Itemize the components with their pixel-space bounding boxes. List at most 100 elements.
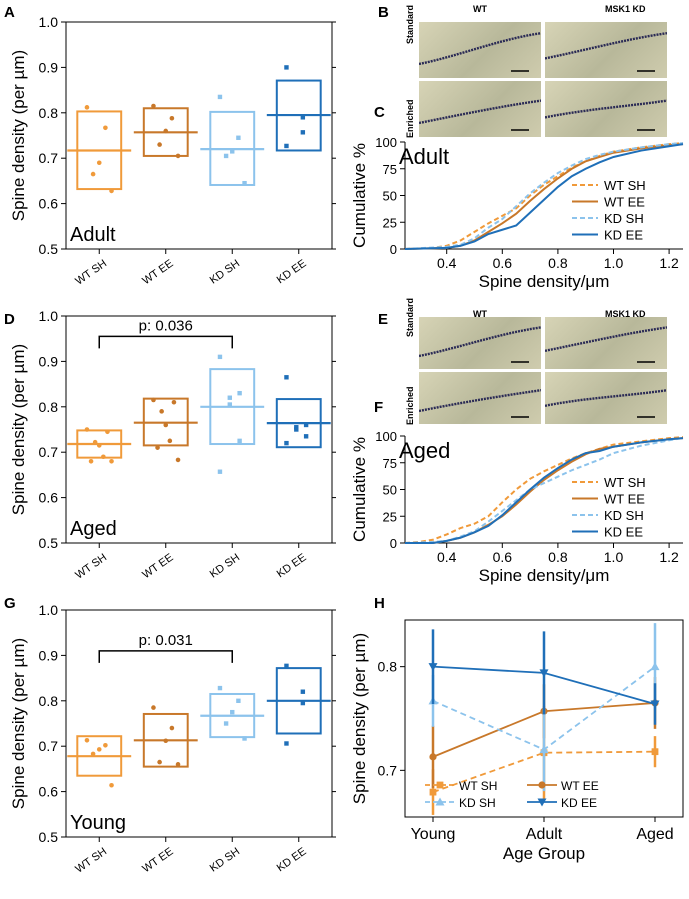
x-tick-label: 0.8 — [548, 549, 568, 565]
data-point — [303, 434, 309, 439]
data-point — [237, 438, 242, 444]
data-point — [428, 663, 438, 672]
micro-images-E: WT MSK1 KD Standard Enriched — [405, 298, 689, 435]
panel-label-A: A — [4, 4, 15, 21]
data-point — [169, 725, 175, 731]
y-tick-label: 0 — [390, 536, 397, 551]
data-point — [217, 469, 223, 474]
dendrite — [419, 99, 541, 125]
data-point — [167, 438, 173, 444]
data-point — [217, 354, 223, 360]
x-tick-label: WT SH — [73, 846, 109, 876]
significance-bracket — [98, 335, 233, 349]
legend-marker-3 — [537, 798, 547, 807]
data-point — [429, 788, 437, 796]
legend-label-0: WT SH — [604, 178, 646, 193]
x-tick-label: KD EE — [275, 846, 309, 875]
panel-label-G: G — [4, 595, 16, 612]
data-point — [157, 142, 162, 147]
y-tick-label: 1.0 — [39, 14, 59, 30]
series-line-2 — [404, 142, 684, 250]
plot-frame — [65, 21, 333, 250]
data-point — [96, 160, 102, 166]
x-tick-label: 0.6 — [493, 255, 513, 271]
data-point — [90, 751, 96, 757]
y-tick-label: 0.5 — [39, 829, 59, 845]
col-header-kd: MSK1 KD — [605, 309, 646, 319]
row-header-standard: Standard — [405, 4, 415, 44]
data-point — [303, 422, 309, 428]
y-tick-label: 0 — [390, 242, 397, 257]
y-axis-label: Cumulative % — [350, 437, 369, 542]
data-point — [159, 409, 164, 414]
dendrite-drawing — [545, 99, 667, 131]
legend-label-0: WT SH — [459, 779, 497, 793]
chart-D: 0.5 0.6 0.7 0.8 0.9 1.0 WT SH WT EE KD SH KD EE Sp… — [9, 308, 336, 582]
data-point — [84, 427, 90, 432]
y-tick-label: 25 — [383, 215, 397, 230]
panel-annotation: Adult — [399, 144, 449, 169]
data-point — [217, 685, 223, 691]
x-tick-label: WT EE — [140, 846, 175, 876]
data-point — [237, 390, 242, 396]
dendrite — [545, 326, 667, 352]
legend-marker-0 — [436, 781, 444, 789]
row-header-enriched: Enriched — [405, 386, 415, 425]
x-tick-label: 0.4 — [437, 549, 457, 565]
significance-bracket — [98, 650, 233, 663]
data-point — [96, 443, 102, 448]
dendrite-drawing — [419, 32, 541, 72]
x-tick-label: 1.0 — [604, 255, 624, 271]
series-line-0 — [404, 436, 684, 544]
y-tick-label: 0.8 — [378, 659, 398, 675]
y-tick-label: 0.5 — [39, 535, 59, 551]
x-tick-label: WT EE — [140, 552, 175, 582]
x-tick-label: Young — [411, 826, 456, 843]
y-tick-label: 0.6 — [39, 490, 59, 506]
dendrite — [419, 326, 541, 358]
panel-label-B: B — [378, 4, 389, 21]
data-point — [223, 153, 229, 159]
data-point — [284, 741, 289, 746]
panel-label-E: E — [378, 311, 388, 328]
x-tick-label: 0.4 — [437, 255, 457, 271]
data-point — [155, 445, 160, 450]
y-tick-label: 0.7 — [39, 150, 59, 166]
dendrite — [545, 389, 667, 407]
significance-label: p: 0.031 — [139, 632, 193, 649]
data-point — [236, 698, 241, 703]
dendrite-drawing — [545, 326, 667, 363]
data-point — [236, 135, 241, 140]
panel-annotation: Young — [70, 812, 126, 834]
data-point — [650, 662, 660, 671]
chart-H: 0.7 0.8 Young Adult Aged Age Group Spine densi… — [350, 619, 684, 863]
data-point — [105, 429, 110, 435]
panel-label-D: D — [4, 311, 15, 328]
data-point — [103, 742, 108, 748]
micrograph-tile — [419, 22, 541, 78]
data-point — [109, 458, 114, 464]
row-header-standard: Standard — [405, 297, 415, 337]
x-tick-label: KD SH — [208, 552, 242, 581]
legend-label-2: KD SH — [604, 508, 644, 523]
legend-label-3: KD EE — [604, 525, 643, 540]
data-point — [429, 753, 437, 761]
data-point — [300, 115, 306, 120]
data-point — [96, 747, 102, 752]
series-line-0 — [404, 142, 684, 250]
data-point — [300, 700, 306, 706]
data-point — [230, 709, 235, 715]
data-point — [109, 188, 114, 194]
data-point — [227, 395, 232, 400]
y-tick-label: 0.9 — [39, 59, 59, 75]
data-point — [151, 103, 156, 109]
data-point — [300, 130, 306, 135]
data-point — [284, 65, 289, 70]
x-axis-label: Spine density/μm — [479, 566, 610, 585]
x-tick-label: 0.8 — [548, 255, 568, 271]
panel-annotation: Aged — [70, 518, 117, 540]
x-tick-label: 1.2 — [659, 255, 679, 271]
y-tick-label: 0.9 — [39, 647, 59, 663]
data-point — [157, 759, 162, 765]
series-line-3 — [405, 437, 684, 544]
